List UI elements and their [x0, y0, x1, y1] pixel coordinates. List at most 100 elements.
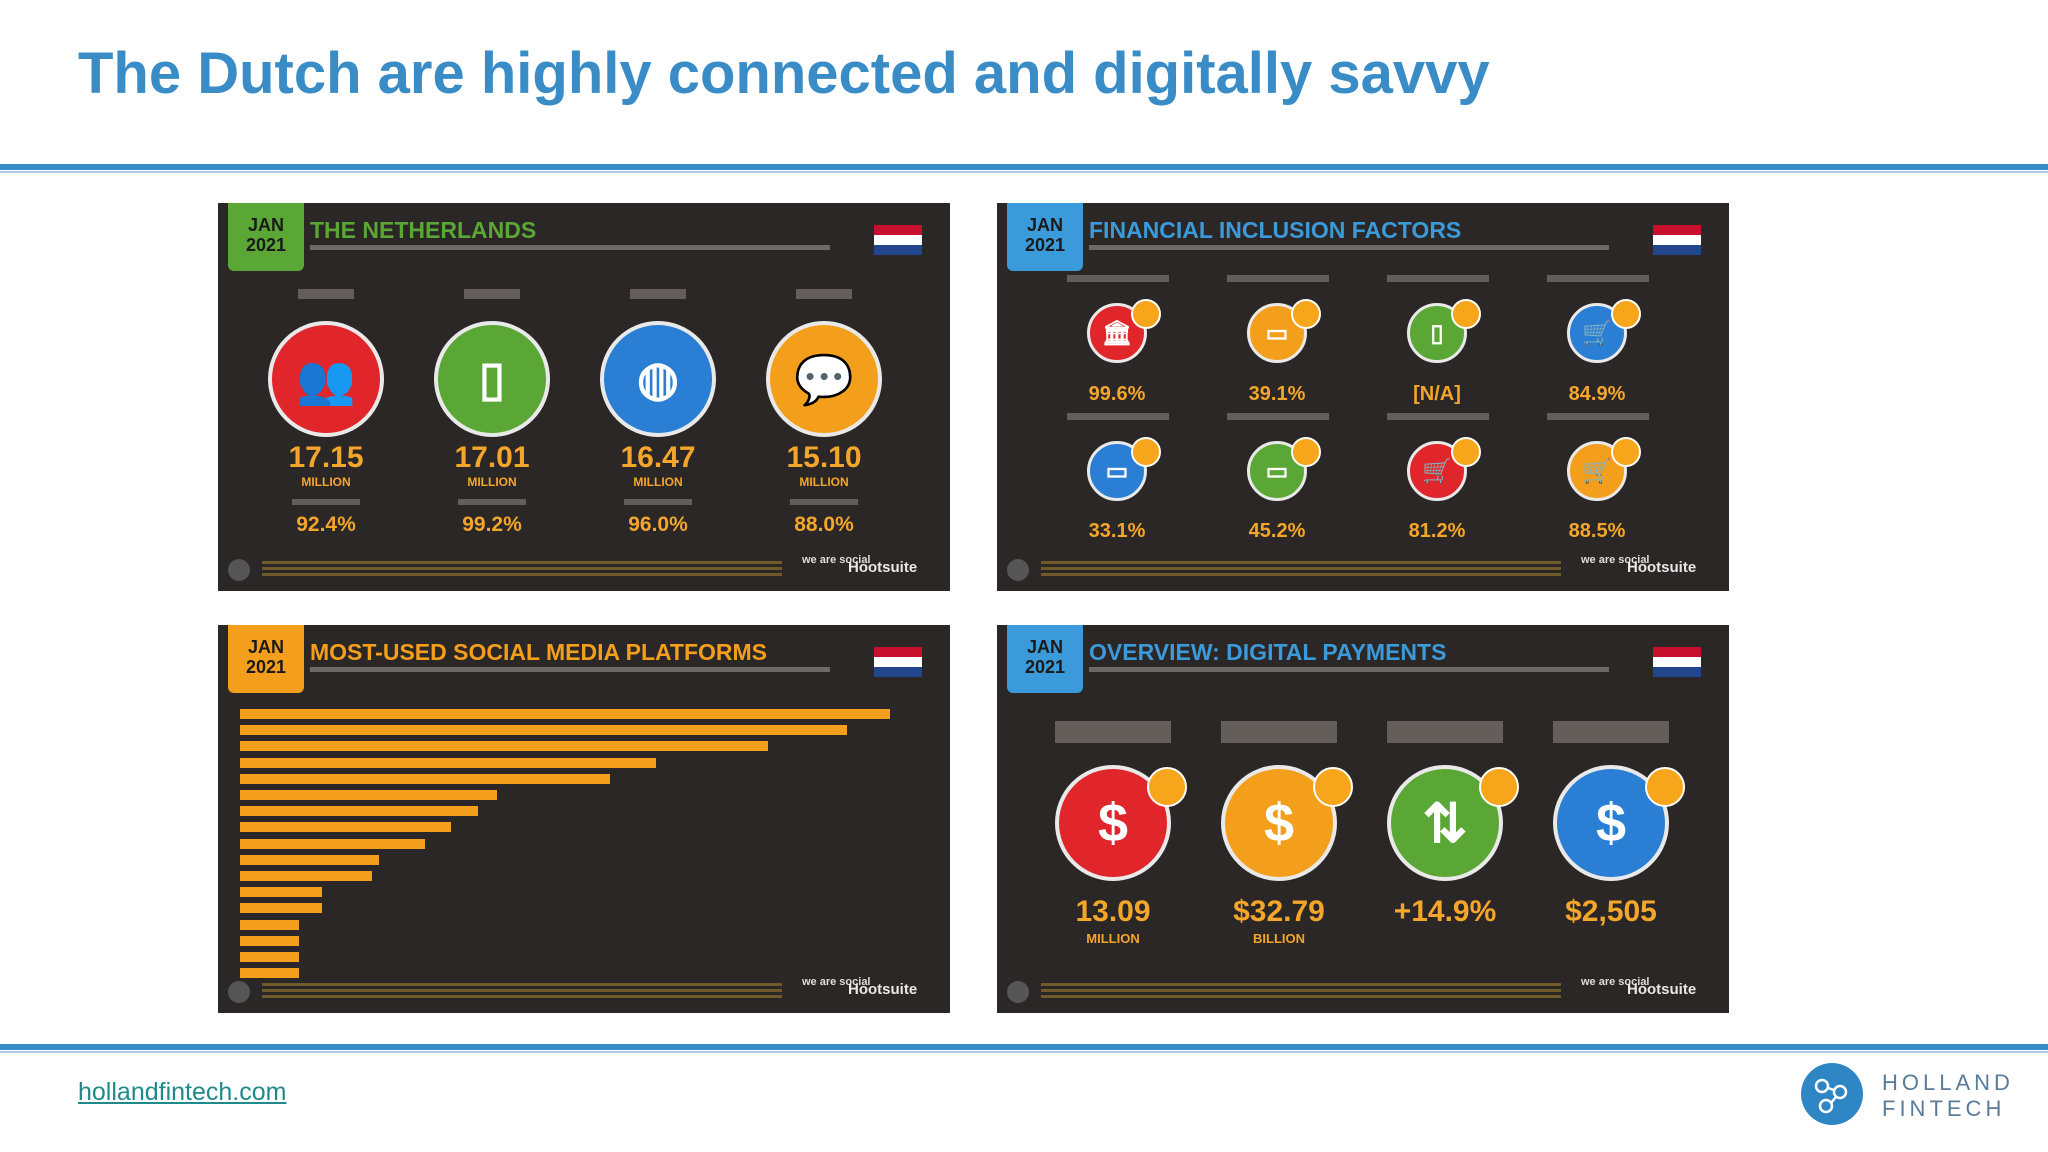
panel-footer: we are social Hootsuite — [228, 555, 940, 581]
stat-label — [1387, 413, 1489, 420]
platform-bar — [240, 741, 768, 752]
panel-financial-inclusion: JAN 2021 FINANCIAL INCLUSION FACTORS 🏛 99… — [997, 203, 1729, 591]
we-are-social-logo: we are social — [1581, 976, 1650, 988]
panel-subtitle — [1089, 245, 1609, 250]
stat-value: 15.10 — [786, 441, 862, 474]
jan-badge: JAN 2021 — [1007, 203, 1083, 271]
platform-bar-row — [240, 903, 940, 914]
stat-value: 81.2% — [1408, 520, 1466, 542]
badge-icon — [1291, 437, 1321, 467]
stat-label — [1387, 275, 1489, 282]
footer-website-link[interactable]: hollandfintech.com — [78, 1078, 287, 1106]
hootsuite-logo: Hootsuite — [848, 559, 918, 576]
stat-value: $32.79 — [1233, 895, 1325, 928]
platform-bar — [240, 887, 322, 898]
stat-unit: MILLION — [1086, 931, 1140, 946]
platform-bar-row — [240, 741, 940, 752]
card-female-icon: ▭ — [1087, 441, 1147, 501]
stat-value: [N/A] — [1413, 383, 1461, 405]
card-male-icon: ▭ — [1247, 441, 1307, 501]
panel-title: OVERVIEW: DIGITAL PAYMENTS — [1089, 639, 1447, 665]
badge-icon — [1611, 299, 1641, 329]
platform-bar — [240, 838, 425, 849]
platform-bar-row — [240, 854, 940, 865]
platform-bar-row — [240, 822, 940, 833]
platform-bar — [240, 903, 322, 914]
we-are-social-logo: we are social — [802, 554, 871, 566]
stat-unit: BILLION — [1253, 931, 1305, 946]
jan-badge-month: JAN — [1026, 215, 1063, 235]
stat-label — [1547, 413, 1649, 420]
stat-label — [1227, 413, 1329, 420]
cart-male-icon: 🛒 — [1567, 441, 1627, 501]
stat-unit: MILLION — [467, 475, 517, 489]
platform-bar-row — [240, 919, 940, 930]
platform-bar-row — [240, 773, 940, 784]
platform-bar — [240, 773, 610, 784]
panel-footer: we are social Hootsuite — [1007, 555, 1719, 581]
stat-unit: MILLION — [301, 475, 351, 489]
platform-bar-row — [240, 887, 940, 898]
stat-unit: MILLION — [633, 475, 683, 489]
stat-value: 16.47 — [620, 441, 696, 474]
people-icon: 👥 — [268, 321, 384, 437]
platform-bar — [240, 790, 498, 800]
badge-icon — [1645, 767, 1685, 807]
stat-value: 45.2% — [1248, 520, 1306, 542]
globe-icon: ◍ — [600, 321, 716, 437]
platform-bar — [240, 919, 300, 930]
panel-social-media: JAN 2021 MOST-USED SOCIAL MEDIA PLATFORM… — [218, 625, 950, 1013]
panel-digital-payments: JAN 2021 OVERVIEW: DIGITAL PAYMENTS $13.… — [997, 625, 1729, 1013]
source-notes — [1041, 561, 1561, 579]
netherlands-flag-icon — [874, 225, 922, 255]
stat-sublabel — [292, 499, 360, 505]
panel-subtitle — [310, 667, 830, 672]
stat-sublabel — [624, 499, 692, 505]
stat-value: 13.09 — [1075, 895, 1151, 928]
netherlands-flag-icon — [1653, 647, 1701, 677]
chat-bubbles-icon: 💬 — [766, 321, 882, 437]
platform-bar — [240, 806, 478, 817]
stat-label — [1547, 275, 1649, 282]
panel-title: FINANCIAL INCLUSION FACTORS — [1089, 217, 1462, 243]
stat-sublabel — [458, 499, 526, 505]
panel-footer: we are social Hootsuite — [228, 977, 940, 1003]
badge-icon — [1131, 299, 1161, 329]
stat-label — [1221, 721, 1337, 743]
stat-value: 17.01 — [454, 441, 530, 474]
jan-badge-month: JAN — [247, 215, 284, 235]
slide-title: The Dutch are highly connected and digit… — [78, 41, 1490, 106]
platform-bar — [240, 968, 300, 979]
panel-footer: we are social Hootsuite — [1007, 977, 1719, 1003]
platform-bar — [240, 822, 452, 833]
stat-sublabel — [790, 499, 858, 505]
jan-badge-year: 2021 — [245, 657, 287, 677]
holland-fintech-logo-text: HOLLAND FINTECH — [1882, 1070, 2014, 1122]
header-divider — [0, 164, 2048, 170]
page-number-icon — [228, 981, 250, 1003]
source-notes — [262, 983, 782, 1001]
platform-bar-row — [240, 935, 940, 946]
page-number-icon — [228, 559, 250, 581]
footer-divider — [0, 1044, 2048, 1050]
we-are-social-logo: we are social — [1581, 554, 1650, 566]
jan-badge: JAN 2021 — [228, 625, 304, 693]
hootsuite-logo: Hootsuite — [1627, 981, 1697, 998]
platform-bar-row — [240, 838, 940, 849]
jan-badge-year: 2021 — [245, 235, 287, 255]
stat-label — [1227, 275, 1329, 282]
platform-bar-row — [240, 968, 940, 979]
panel-subtitle — [310, 245, 830, 250]
jan-badge-month: JAN — [247, 637, 284, 657]
stat-value: 84.9% — [1568, 383, 1626, 405]
stat-label — [796, 289, 852, 299]
panel-subtitle — [1089, 667, 1609, 672]
stat-label — [298, 289, 354, 299]
stat-label — [1067, 275, 1169, 282]
badge-icon — [1611, 437, 1641, 467]
source-notes — [262, 561, 782, 579]
panel-netherlands: JAN 2021 THE NETHERLANDS 👥 17.15 MILLION 92… — [218, 203, 950, 591]
jan-badge-year: 2021 — [1024, 235, 1066, 255]
mobile-phone-icon: ▯ — [434, 321, 550, 437]
logo-line-2: FINTECH — [1882, 1096, 2006, 1121]
